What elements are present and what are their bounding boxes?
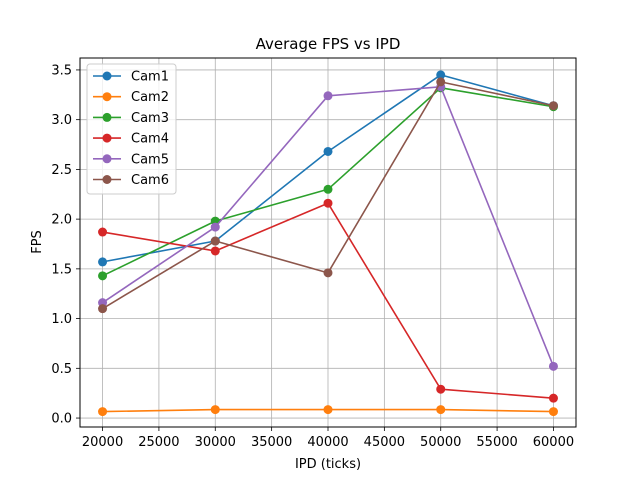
legend-marker [102,133,112,143]
y-tick-label: 3.5 [51,63,72,78]
data-point [98,304,108,314]
y-tick-label: 0.5 [51,362,72,377]
data-point [98,257,108,267]
data-point [210,236,220,246]
legend-item: Cam4 [93,132,169,147]
data-point [548,101,558,111]
data-point [323,268,333,278]
legend-marker [102,175,112,184]
x-tick-label: 50000 [420,435,461,450]
legend: Cam1 Cam2 Cam3 Cam4 Cam5 Cam6 [86,63,177,195]
legend-marker [102,112,112,122]
x-tick-label: 45000 [364,435,405,450]
y-tick-label: 0.0 [51,412,72,427]
x-tick-label: 30000 [195,435,236,450]
legend-label: Cam1 [131,70,169,85]
legend-item: Cam6 [93,173,169,188]
data-point [436,70,446,80]
series-cam4 [98,198,558,403]
data-point [98,227,108,237]
series-cam6 [98,77,558,314]
data-point [323,146,333,156]
data-point [98,407,108,417]
x-tick-label: 60000 [533,435,574,450]
data-point [436,77,446,87]
legend-label: Cam2 [131,90,169,105]
y-tick-label: 2.0 [51,213,72,228]
y-tick-label: 3.0 [51,113,72,128]
data-point [323,91,333,101]
x-tick-label: 40000 [307,435,348,450]
data-point [323,198,333,208]
y-tick-label: 1.0 [51,312,72,327]
data-point [210,405,220,415]
x-tick-label: 35000 [251,435,292,450]
series-cam2 [98,405,558,417]
data-point [548,407,558,417]
x-tick-label: 20000 [82,435,123,450]
x-tick-label: 55000 [476,435,517,450]
legend-marker [102,154,112,164]
legend-item: Cam2 [93,90,169,105]
y-axis-ticks: 0.0 0.5 1.0 1.5 2.0 2.5 3.0 3.5 [51,63,80,427]
data-point [210,246,220,256]
y-axis-label: FPS [30,230,45,254]
data-point [323,184,333,194]
y-tick-label: 2.5 [51,163,72,178]
legend-item: Cam3 [93,111,169,126]
data-point [436,384,446,394]
legend-marker [102,71,112,81]
legend-label: Cam4 [131,132,169,147]
legend-marker [102,92,112,102]
data-point [210,222,220,232]
data-point [548,361,558,371]
legend-label: Cam3 [131,111,169,126]
legend-label: Cam5 [131,152,169,167]
legend-label: Cam6 [131,173,169,188]
legend-item: Cam1 [93,70,169,85]
chart-title: Average FPS vs IPD [256,35,401,53]
legend-item: Cam5 [93,152,169,167]
x-axis-ticks: 20000 25000 30000 35000 40000 45000 50000 55000… [82,427,574,450]
x-tick-label: 25000 [138,435,179,450]
x-axis-label: IPD (ticks) [295,457,361,472]
series-group [98,70,558,417]
y-tick-label: 1.5 [51,262,72,277]
data-point [98,271,108,281]
data-point [548,393,558,403]
data-point [323,405,333,415]
data-point [436,405,446,415]
